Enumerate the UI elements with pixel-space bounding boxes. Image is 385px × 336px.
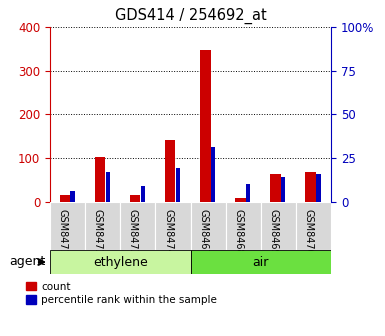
Bar: [130, 196, 141, 202]
FancyBboxPatch shape: [85, 202, 121, 250]
Bar: [141, 186, 145, 202]
FancyBboxPatch shape: [226, 202, 261, 250]
FancyBboxPatch shape: [50, 250, 191, 274]
Bar: [235, 198, 246, 202]
Bar: [270, 174, 281, 202]
Title: GDS414 / 254692_at: GDS414 / 254692_at: [115, 8, 266, 24]
Bar: [105, 172, 110, 202]
Text: GSM8471: GSM8471: [58, 209, 68, 256]
Text: ethylene: ethylene: [93, 256, 148, 268]
Text: air: air: [253, 256, 269, 268]
FancyBboxPatch shape: [191, 250, 331, 274]
Bar: [211, 148, 215, 202]
Text: GSM8473: GSM8473: [128, 209, 138, 256]
Bar: [95, 157, 105, 202]
Text: GSM8472: GSM8472: [93, 209, 103, 256]
Bar: [281, 177, 285, 202]
Text: GSM8470: GSM8470: [303, 209, 313, 256]
FancyBboxPatch shape: [50, 202, 85, 250]
Bar: [176, 168, 180, 202]
Bar: [70, 191, 75, 202]
Bar: [165, 140, 176, 202]
Bar: [200, 50, 211, 202]
FancyBboxPatch shape: [156, 202, 191, 250]
FancyBboxPatch shape: [296, 202, 331, 250]
Text: GSM8469: GSM8469: [268, 209, 278, 256]
Bar: [305, 172, 316, 202]
Legend: count, percentile rank within the sample: count, percentile rank within the sample: [25, 281, 218, 306]
Bar: [316, 174, 321, 202]
Bar: [246, 184, 250, 202]
Text: agent: agent: [10, 255, 46, 268]
FancyBboxPatch shape: [261, 202, 296, 250]
FancyBboxPatch shape: [191, 202, 226, 250]
Text: GSM8474: GSM8474: [163, 209, 173, 256]
Bar: [60, 195, 70, 202]
Text: GSM8467: GSM8467: [198, 209, 208, 256]
Text: GSM8468: GSM8468: [233, 209, 243, 256]
FancyBboxPatch shape: [121, 202, 156, 250]
